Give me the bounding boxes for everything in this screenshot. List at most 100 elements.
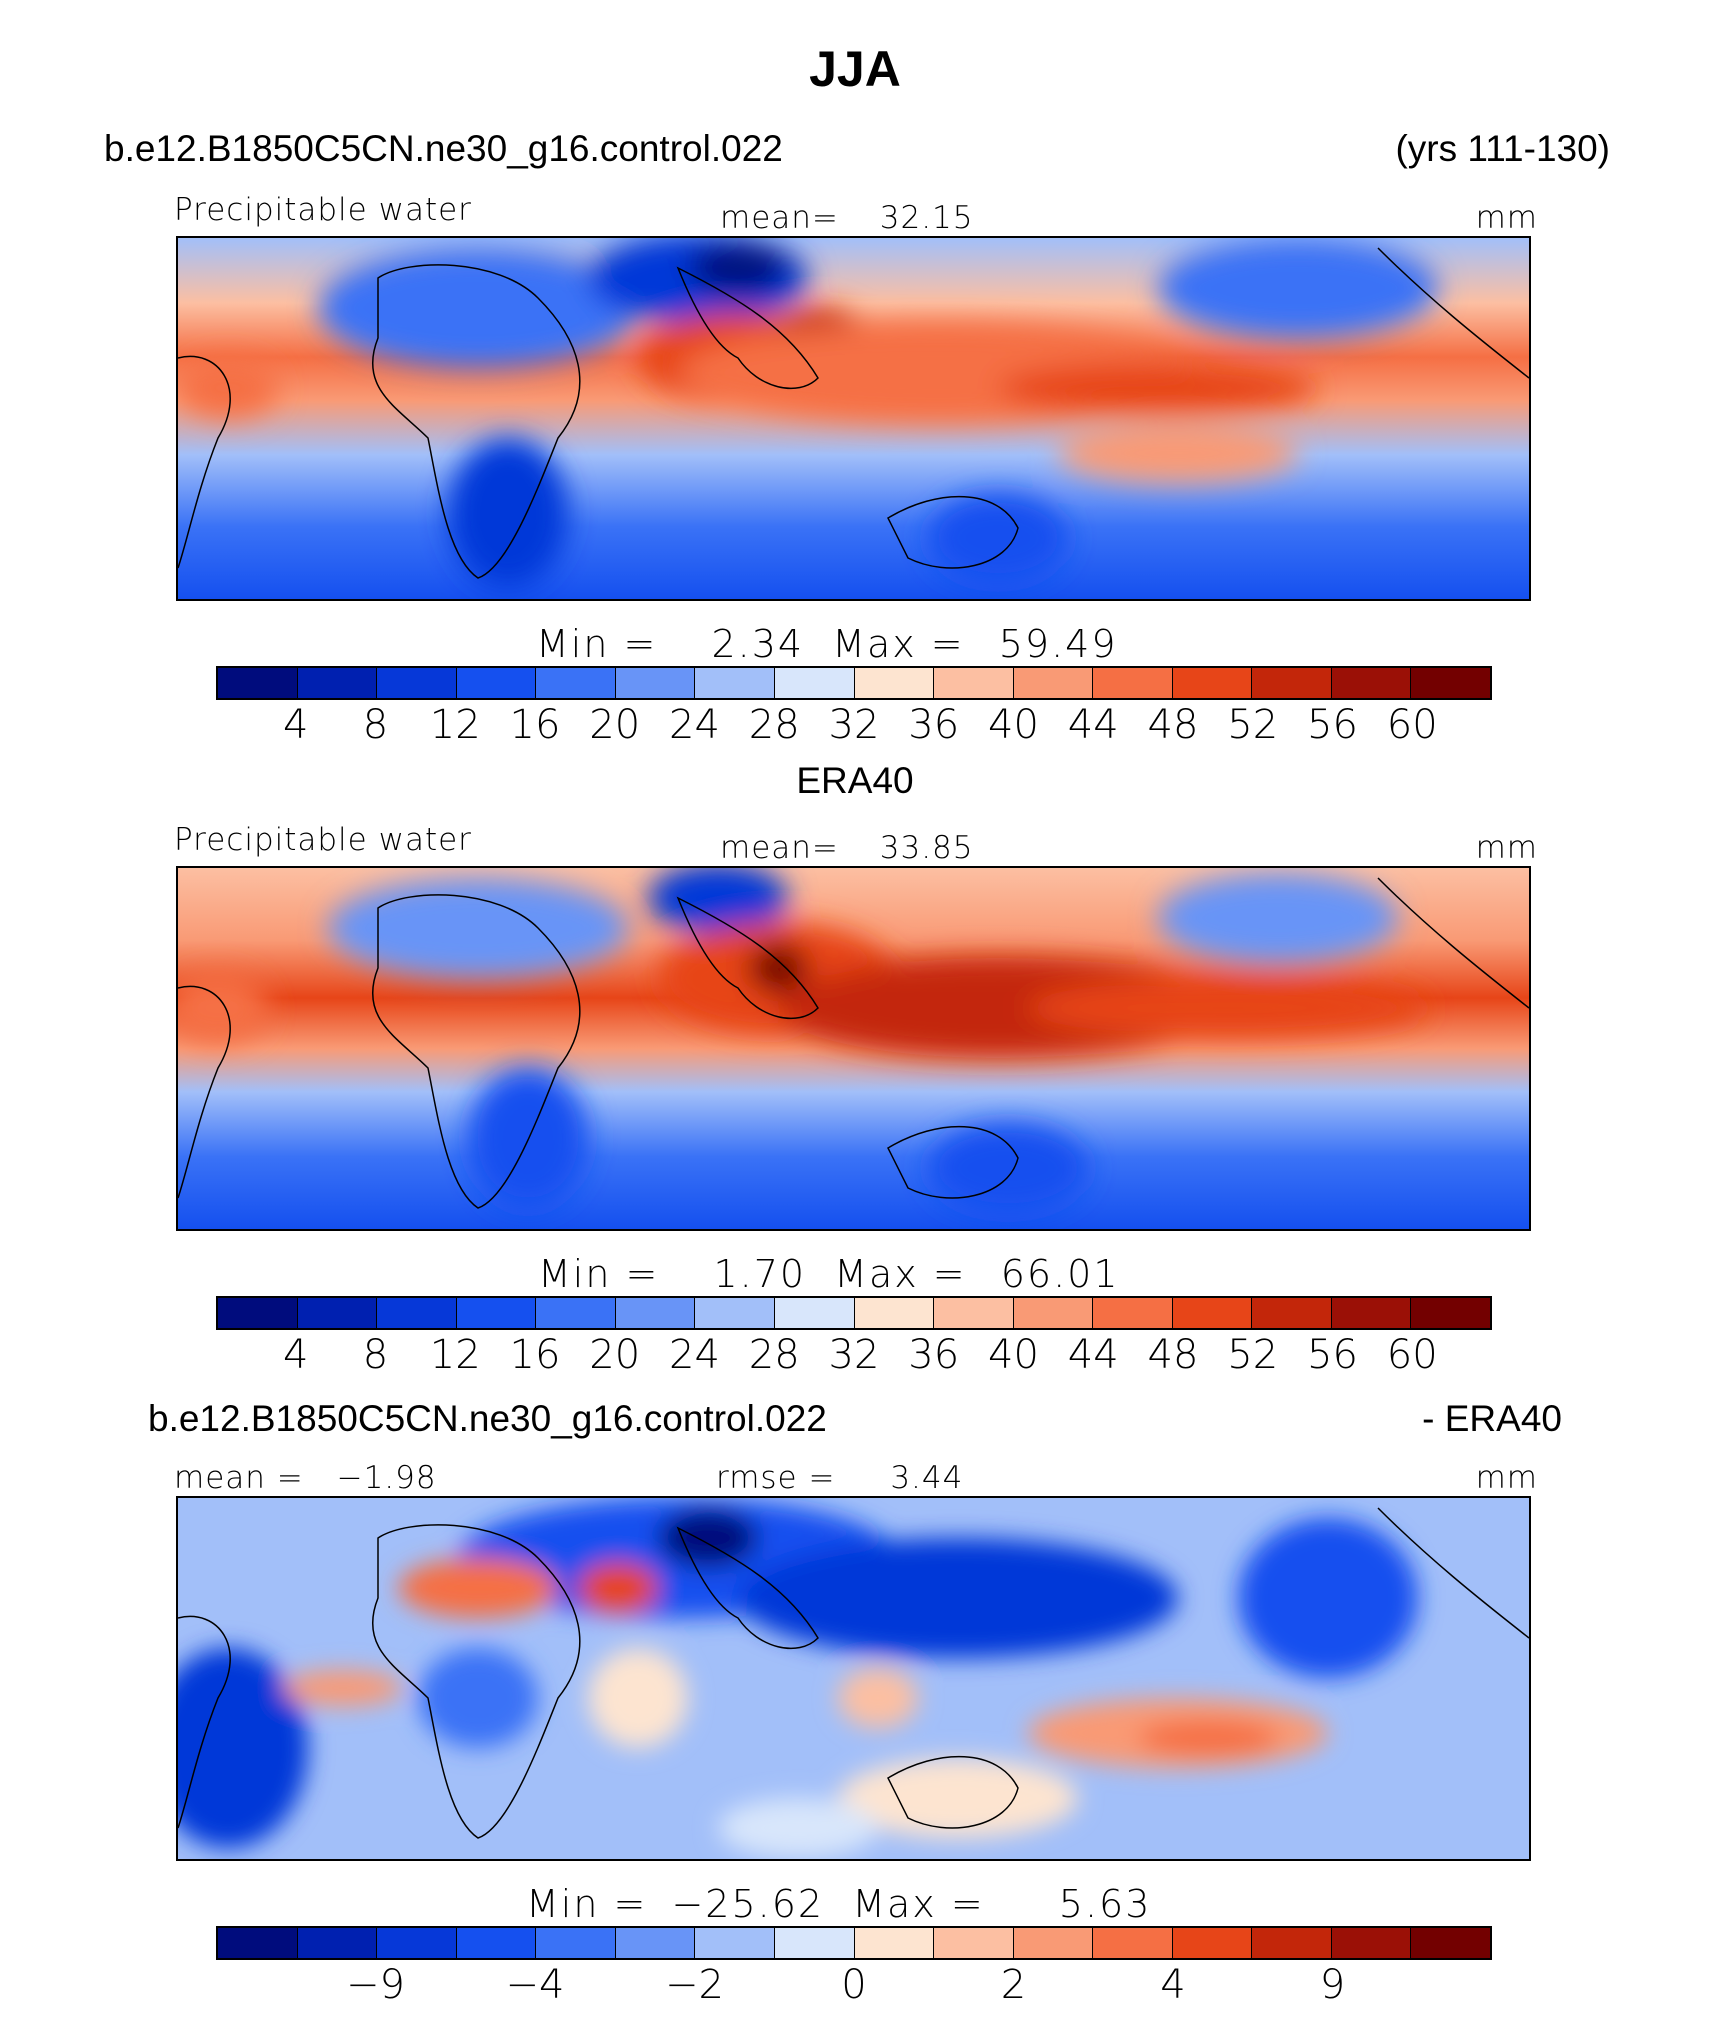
colorbar-tick-label: 12 bbox=[429, 1332, 481, 1378]
colorbar-swatch bbox=[934, 1298, 1014, 1328]
panel3-rmse-value: 3.44 bbox=[890, 1460, 964, 1496]
panel2-max-label: Max = bbox=[834, 1252, 967, 1296]
colorbar-tick-label: 8 bbox=[362, 1332, 389, 1378]
colorbar-swatch bbox=[695, 1298, 775, 1328]
colorbar-swatch bbox=[1331, 1928, 1412, 1958]
colorbar-swatch bbox=[615, 668, 696, 698]
panel3-max-value: 5.63 bbox=[1058, 1882, 1152, 1926]
colorbar-tick-label: 40 bbox=[988, 1332, 1039, 1378]
colorbar-swatch bbox=[377, 1298, 457, 1328]
panel3-min-label: Min = bbox=[526, 1882, 648, 1926]
colorbar-tick-label: −9 bbox=[346, 1962, 405, 2008]
colorbar-swatch bbox=[1093, 1298, 1173, 1328]
panel2-mean: mean= 33.85 bbox=[720, 830, 974, 866]
diff-suffix: - ERA40 bbox=[1422, 1398, 1562, 1439]
colorbar-swatch bbox=[1172, 1298, 1253, 1328]
colorbar-tick-label: 9 bbox=[1319, 1962, 1346, 2008]
colorbar-swatch bbox=[615, 1298, 696, 1328]
colorbar-tick-label: 52 bbox=[1227, 702, 1279, 748]
panel1-variable-label: Precipitable water bbox=[174, 192, 472, 228]
colorbar-swatch bbox=[456, 668, 537, 698]
panel1-max-label: Max = bbox=[832, 622, 965, 666]
colorbar-tick-label: 32 bbox=[828, 1332, 880, 1378]
colorbar-swatch bbox=[218, 1928, 298, 1958]
colorbar-swatch bbox=[774, 668, 855, 698]
colorbar-tick-label: 2 bbox=[1000, 1962, 1027, 2008]
panel1-units: mm bbox=[1475, 200, 1538, 236]
panel1-minmax: Min = 2.34 Max = 59.49 bbox=[536, 622, 1118, 666]
panel3-max-label: Max = bbox=[852, 1882, 985, 1926]
figure-title: JJA bbox=[809, 41, 901, 97]
colorbar-swatch bbox=[1093, 668, 1173, 698]
colorbar-tick-label: 28 bbox=[748, 702, 800, 748]
colorbar-tick-label: 60 bbox=[1386, 702, 1438, 748]
panel2-min-label: Min = bbox=[538, 1252, 660, 1296]
panel2-mean-label: mean= bbox=[720, 830, 839, 866]
case-name-top: b.e12.B1850C5CN.ne30_g16.control.022 bbox=[104, 128, 783, 169]
colorbar-swatch bbox=[1093, 1928, 1173, 1958]
colorbar-swatch bbox=[695, 1928, 775, 1958]
colorbar-tick-label: 0 bbox=[841, 1962, 867, 2008]
colorbar-swatch bbox=[934, 668, 1014, 698]
colorbar-tick-label: 40 bbox=[988, 702, 1039, 748]
panel2-variable-label: Precipitable water bbox=[174, 822, 472, 858]
colorbar-tick-label: 16 bbox=[509, 1332, 561, 1378]
colorbar-swatch bbox=[1411, 668, 1490, 698]
colorbar-tick-label: −2 bbox=[665, 1962, 724, 2008]
colorbar-tick-label: 44 bbox=[1067, 1332, 1119, 1378]
panel2-mean-value: 33.85 bbox=[879, 830, 974, 866]
colorbar-swatch bbox=[774, 1928, 855, 1958]
colorbar-swatch bbox=[934, 1928, 1014, 1958]
panel3-rmse-label: rmse = bbox=[716, 1460, 836, 1496]
panel1-colorbar bbox=[216, 666, 1492, 700]
panel2-colorbar bbox=[216, 1296, 1492, 1330]
colorbar-tick-label: 44 bbox=[1067, 702, 1119, 748]
panel1-min-label: Min = bbox=[536, 622, 658, 666]
colorbar-tick-label: 52 bbox=[1227, 1332, 1279, 1378]
panel2-max-value: 66.01 bbox=[1000, 1252, 1120, 1296]
colorbar-tick-label: −4 bbox=[505, 1962, 565, 2008]
colorbar-swatch bbox=[854, 1928, 935, 1958]
colorbar-swatch bbox=[297, 668, 378, 698]
colorbar-swatch bbox=[695, 668, 775, 698]
panel1-mean: mean= 32.15 bbox=[720, 200, 974, 236]
colorbar-tick-label: 36 bbox=[908, 702, 960, 748]
colorbar-swatch bbox=[1252, 1298, 1332, 1328]
case-name-diff: b.e12.B1850C5CN.ne30_g16.control.022 bbox=[148, 1398, 827, 1439]
panel1-max-value: 59.49 bbox=[998, 622, 1118, 666]
panel2-minmax: Min = 1.70 Max = 66.01 bbox=[538, 1252, 1120, 1296]
panel3-mean-label: mean = bbox=[174, 1460, 304, 1496]
panel1-mean-value: 32.15 bbox=[879, 200, 974, 236]
panel2-units: mm bbox=[1475, 830, 1538, 866]
colorbar-swatch bbox=[1013, 668, 1094, 698]
colorbar-tick-label: 20 bbox=[589, 702, 641, 748]
colorbar-swatch bbox=[536, 1298, 616, 1328]
panel2-map-canvas bbox=[178, 868, 1529, 1229]
colorbar-swatch bbox=[615, 1928, 696, 1958]
colorbar-swatch bbox=[297, 1928, 378, 1958]
panel2-map bbox=[176, 866, 1531, 1231]
colorbar-swatch bbox=[1013, 1298, 1094, 1328]
colorbar-tick-label: 4 bbox=[283, 702, 309, 748]
colorbar-swatch bbox=[297, 1298, 378, 1328]
years-label: (yrs 111-130) bbox=[1395, 128, 1610, 169]
colorbar-swatch bbox=[1252, 1928, 1332, 1958]
obs-title: ERA40 bbox=[796, 760, 914, 801]
colorbar-tick-label: 28 bbox=[748, 1332, 800, 1378]
colorbar-swatch bbox=[456, 1298, 537, 1328]
colorbar-swatch bbox=[536, 1928, 616, 1958]
panel3-mean-value: −1.98 bbox=[336, 1460, 437, 1496]
colorbar-tick-label: 48 bbox=[1147, 702, 1199, 748]
colorbar-swatch bbox=[377, 1928, 457, 1958]
panel1-map-canvas bbox=[178, 238, 1529, 599]
colorbar-tick-label: 36 bbox=[908, 1332, 960, 1378]
panel3-min-value: −25.62 bbox=[671, 1882, 825, 1926]
panel1-min-value: 2.34 bbox=[711, 622, 805, 666]
colorbar-tick-label: 56 bbox=[1307, 1332, 1358, 1378]
colorbar-swatch bbox=[1013, 1928, 1094, 1958]
colorbar-swatch bbox=[1331, 1298, 1412, 1328]
colorbar-swatch bbox=[218, 668, 298, 698]
colorbar-tick-label: 24 bbox=[669, 702, 720, 748]
colorbar-swatch bbox=[774, 1298, 855, 1328]
colorbar-tick-label: 12 bbox=[429, 702, 481, 748]
